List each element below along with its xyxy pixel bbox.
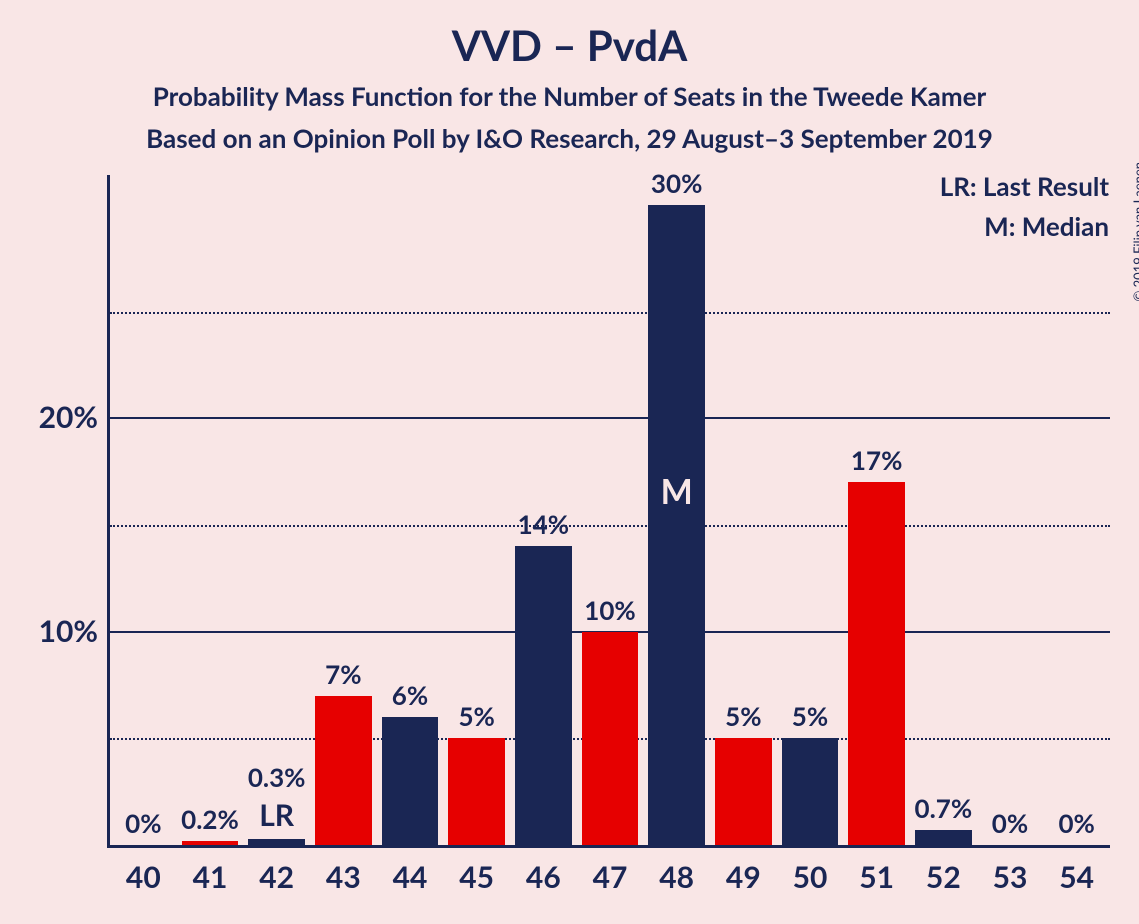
bar-value-label: 14% (518, 508, 569, 540)
x-axis-label: 53 (993, 859, 1028, 895)
x-axis-label: 52 (926, 859, 961, 895)
gridline-major (110, 417, 1110, 419)
chart-title: VVD – PvdA (0, 20, 1139, 70)
x-axis-label: 41 (193, 859, 228, 895)
bar (515, 546, 572, 845)
x-axis-label: 54 (1059, 859, 1094, 895)
x-axis-label: 51 (859, 859, 894, 895)
bar (915, 830, 972, 845)
bar-value-label: 7% (325, 658, 361, 690)
x-axis-label: 42 (259, 859, 294, 895)
x-axis-label: 50 (793, 859, 828, 895)
bar (182, 841, 239, 845)
chart-plot-area: 10%20%0%400.2%410.3%LR427%436%445%4514%4… (110, 205, 1110, 845)
gridline-minor (110, 525, 1110, 527)
x-axis-label: 47 (593, 859, 628, 895)
x-axis (107, 845, 1110, 848)
chart-subtitle-2: Based on an Opinion Poll by I&O Research… (0, 122, 1139, 154)
bar-value-label: 6% (392, 679, 428, 711)
bar (848, 482, 905, 845)
chart-subtitle-1: Probability Mass Function for the Number… (0, 80, 1139, 112)
bar (782, 738, 839, 845)
bar-value-label: 0% (1058, 807, 1094, 839)
x-axis-label: 49 (726, 859, 761, 895)
bar-value-label: 30% (651, 167, 702, 199)
x-axis-label: 48 (659, 859, 694, 895)
bar (648, 205, 705, 845)
bar (448, 738, 505, 845)
y-axis (107, 175, 110, 845)
bar-value-label: 5% (792, 700, 828, 732)
x-axis-label: 46 (526, 859, 561, 895)
bar-value-label: 0.7% (915, 792, 973, 824)
y-axis-label: 10% (39, 613, 98, 649)
bar-marker-lr: LR (259, 797, 294, 833)
bar (582, 632, 639, 845)
bar-value-label: 0% (992, 807, 1028, 839)
x-axis-label: 45 (459, 859, 494, 895)
bar-value-label: 5% (458, 700, 494, 732)
copyright: © 2019 Filip van Laenen (1131, 162, 1139, 302)
bar-value-label: 0% (125, 807, 161, 839)
bar-value-label: 5% (725, 700, 761, 732)
x-axis-label: 43 (326, 859, 361, 895)
bar-value-label: 17% (851, 444, 902, 476)
bar (382, 717, 439, 845)
bar-value-label: 0.2% (181, 803, 239, 835)
legend-lr: LR: Last Result (940, 170, 1109, 202)
bar-marker-median: M (661, 471, 693, 512)
gridline-minor (110, 312, 1110, 314)
bar (248, 839, 305, 845)
x-axis-label: 44 (393, 859, 428, 895)
y-axis-label: 20% (39, 399, 98, 435)
x-axis-label: 40 (126, 859, 161, 895)
bar-value-label: 0.3% (248, 761, 306, 793)
bar (715, 738, 772, 845)
bar (315, 696, 372, 845)
bar-value-label: 10% (584, 594, 635, 626)
